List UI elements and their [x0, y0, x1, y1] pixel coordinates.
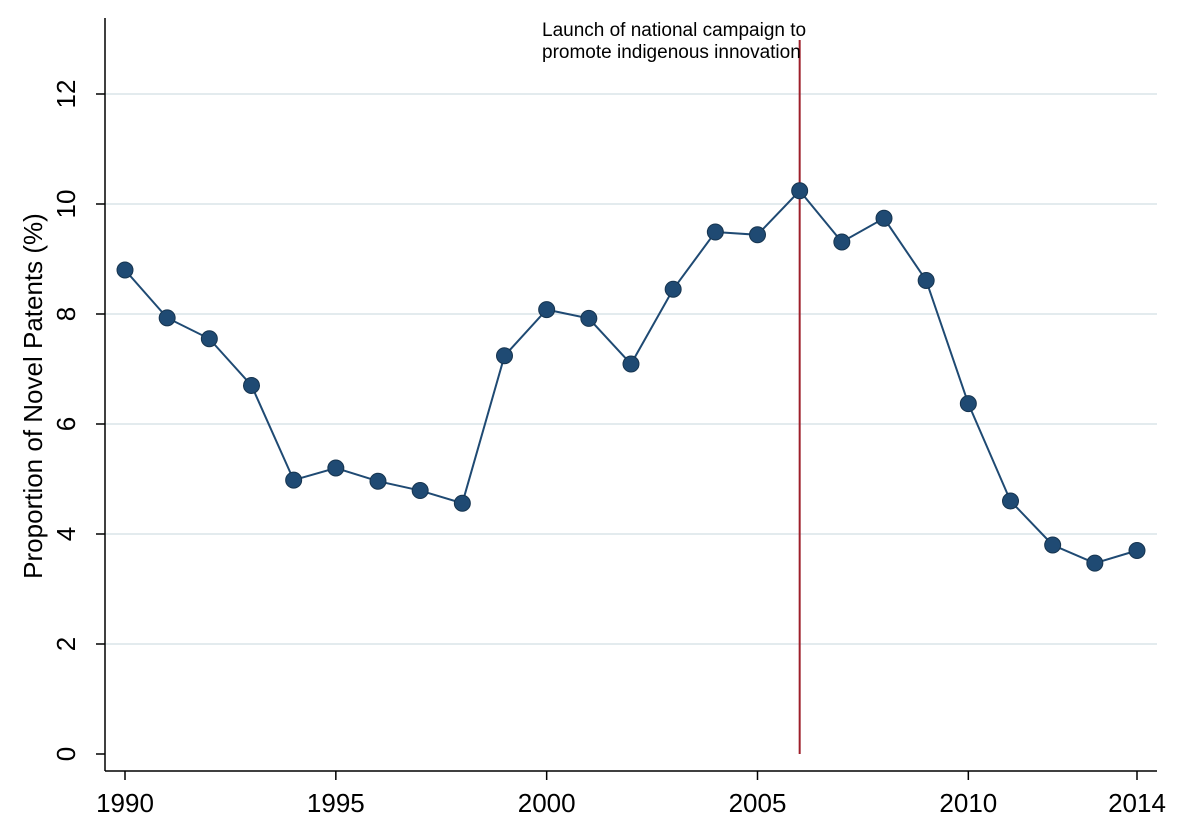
y-tick-label-0: 0 [51, 747, 81, 761]
data-point-1991 [158, 309, 176, 327]
data-point-1990 [116, 261, 134, 279]
x-tick-label-2000: 2000 [518, 788, 576, 818]
data-point-2008 [875, 209, 893, 227]
data-point-2004 [706, 223, 724, 241]
x-tick-label-2005: 2005 [729, 788, 787, 818]
y-tick-label-6: 6 [51, 417, 81, 431]
series-line [124, 189, 1138, 565]
data-point-1994 [285, 471, 303, 489]
y-tick-label-8: 8 [51, 307, 81, 321]
data-point-2003 [664, 280, 682, 298]
data-point-1997 [411, 482, 429, 500]
x-tick-label-1990: 1990 [96, 788, 154, 818]
data-point-1993 [243, 377, 260, 394]
x-tick-label-2010: 2010 [939, 788, 997, 818]
axes [104, 18, 1157, 772]
data-point-2002 [622, 355, 640, 373]
data-point-2000 [538, 301, 556, 319]
gridlines [105, 93, 1157, 645]
y-tick-label-2: 2 [51, 637, 81, 651]
data-point-1995 [327, 459, 345, 477]
data-point-1999 [496, 347, 513, 365]
data-point-1998 [453, 494, 471, 512]
data-point-2001 [580, 309, 598, 327]
y-tick-label-4: 4 [51, 527, 81, 541]
data-point-1996 [369, 472, 387, 490]
data-point-2006 [791, 182, 809, 200]
data-point-2009 [917, 271, 935, 289]
y-axis-title: Proportion of Novel Patents (%) [18, 213, 48, 579]
data-point-2012 [1044, 536, 1062, 554]
annotation-line-1: Launch of national campaign to [542, 20, 806, 41]
data-point-1992 [200, 330, 218, 348]
x-axis-ticks: 1990 1995 2000 2005 2010 2014 [96, 771, 1166, 818]
y-tick-label-10: 10 [51, 190, 81, 219]
series [116, 182, 1146, 572]
data-point-2010 [959, 395, 977, 413]
y-tick-label-12: 12 [51, 80, 81, 109]
data-point-2011 [1002, 492, 1019, 510]
x-tick-label-2014: 2014 [1108, 788, 1166, 818]
data-point-2014 [1128, 542, 1146, 559]
y-axis-ticks: 0 2 4 6 8 10 12 [51, 80, 105, 761]
data-point-2005 [749, 226, 766, 244]
data-point-2013 [1086, 554, 1104, 572]
annotation-line-2: promote indigenous innovation [542, 42, 801, 63]
data-point-2007 [833, 233, 851, 251]
x-tick-label-1995: 1995 [307, 788, 365, 818]
